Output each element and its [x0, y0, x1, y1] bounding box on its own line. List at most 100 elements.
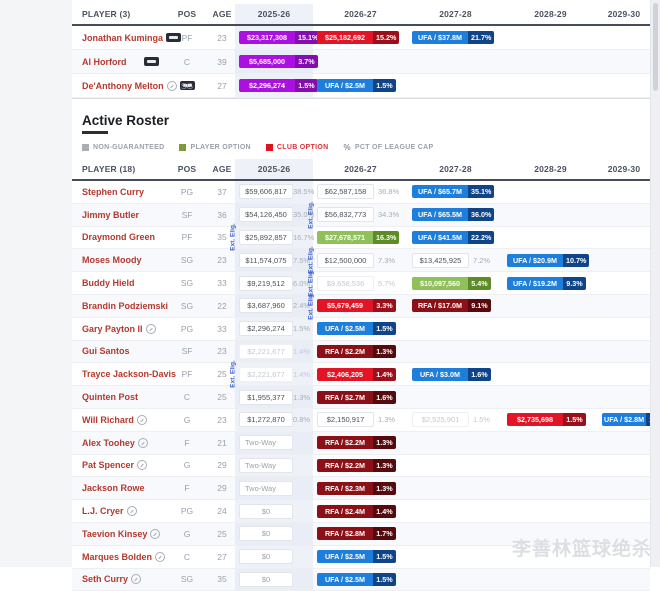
player-pos: G: [183, 460, 191, 471]
player-link[interactable]: Trayce Jackson-Davis: [82, 369, 177, 380]
badge-pct: 9.3%: [563, 276, 586, 290]
player-link[interactable]: Al Horford: [82, 56, 127, 67]
player-note-icon[interactable]: [136, 414, 147, 425]
year-cell: [598, 26, 650, 49]
red-badge: $2,735,698 1.5%: [507, 413, 586, 427]
badge-pct: 1.6%: [468, 367, 491, 381]
column-header-year[interactable]: 2029-30: [607, 164, 641, 174]
player-link[interactable]: Buddy Hield: [82, 278, 135, 289]
badge-pct: 15.2%: [373, 31, 400, 44]
player-link[interactable]: Brandin Podziemski: [82, 300, 169, 311]
column-header-pos[interactable]: POS: [177, 9, 197, 19]
year-cell: [598, 569, 650, 591]
player-link[interactable]: Stephen Curry: [82, 186, 145, 197]
player-row: Will Richard G 23 $1,272,870 0.8% $2,150,9…: [72, 408, 660, 432]
column-header-pos[interactable]: POS: [177, 164, 197, 174]
column-header-year[interactable]: 2025-26: [235, 159, 313, 179]
column-header-player[interactable]: PLAYER (3): [82, 9, 131, 19]
year-cell: [503, 500, 598, 522]
player-row: Buddy Hield SG 33 $9,219,512 6.0% Ext. Eli…: [72, 269, 650, 297]
column-header-year[interactable]: 2028-29: [534, 164, 567, 174]
extension-eligible-label: Ext. Elig.: [229, 223, 237, 252]
badge-pct: 9.1%: [468, 299, 491, 313]
year-cell: $27,678,571 16.3%: [313, 227, 408, 249]
rfa-badge: RFA / $2.2M 1.3%: [317, 436, 396, 450]
player-pos: PF: [181, 369, 193, 380]
badge-pct: 10.7%: [563, 253, 590, 267]
year-cell: RFA / $2.2M 1.3%: [313, 341, 408, 363]
player-note-icon[interactable]: [166, 80, 177, 91]
scrollbar-thumb[interactable]: [653, 3, 658, 91]
salary-value: $56,832,773: [317, 207, 374, 223]
player-name-cell: Draymond Green: [72, 227, 165, 249]
column-header-year[interactable]: 2025-26: [235, 4, 313, 24]
column-header-year[interactable]: 2027-28: [439, 9, 472, 19]
column-header-player[interactable]: PLAYER (18): [82, 164, 136, 174]
legend-label: CLUB OPTION: [276, 144, 329, 151]
column-header-year[interactable]: 2026-27: [344, 9, 377, 19]
cap-pct: 38.5%: [293, 187, 315, 197]
legend-label: PLAYER OPTION: [190, 144, 251, 151]
player-link[interactable]: Jonathan Kuminga: [82, 32, 164, 43]
badge-value: RFA / $2.2M: [317, 344, 373, 358]
player-link[interactable]: Jimmy Butler: [82, 209, 140, 220]
year-cell: [598, 181, 650, 203]
year-cell: $5,685,000 3.7%: [235, 50, 318, 73]
player-link[interactable]: Draymond Green: [82, 232, 156, 243]
scrollbar-track[interactable]: [650, 0, 660, 567]
player-note-icon[interactable]: [137, 437, 148, 448]
zero-salary-value: $0: [239, 526, 293, 542]
player-link[interactable]: De'Anthony Melton: [82, 80, 164, 91]
column-header-age[interactable]: AGE: [212, 9, 232, 19]
year-cell: $0: [235, 568, 313, 591]
player-link[interactable]: Alex Toohey: [82, 437, 135, 448]
player-note-icon[interactable]: [131, 574, 142, 585]
year-cell: $59,606,817 38.5%: [235, 181, 315, 203]
player-pos: PG: [180, 323, 194, 334]
legend: NON-GUARANTEED PLAYER OPTION CLUB OPTION% P…: [82, 143, 650, 152]
year-cell: [408, 318, 503, 340]
salary-value: $2,525,901: [412, 412, 469, 428]
year-cell: [598, 477, 650, 499]
player-link[interactable]: Seth Curry: [82, 574, 129, 585]
year-cell: $2,150,917 1.3%: [313, 409, 408, 431]
column-header-year[interactable]: 2029-30: [607, 9, 641, 19]
badge-value: RFA / $2.8M: [317, 527, 373, 541]
badge-value: RFA / $2.3M: [317, 481, 373, 495]
column-header-year[interactable]: 2028-29: [534, 9, 567, 19]
player-link[interactable]: Taevion Kinsey: [82, 528, 148, 539]
player-link[interactable]: Moses Moody: [82, 255, 142, 266]
year-cell: $25,182,692 15.2%: [313, 26, 408, 49]
year-cell: RFA / $2.2M 1.3%: [313, 432, 408, 454]
badge-value: RFA / $2.2M: [317, 436, 373, 450]
badge-pct: 21.7%: [468, 31, 495, 44]
year-cell: [503, 455, 598, 477]
player-link[interactable]: Quinten Post: [82, 392, 138, 403]
year-cell: [598, 500, 650, 522]
column-header-year[interactable]: 2026-27: [344, 164, 377, 174]
column-header-age[interactable]: AGE: [212, 164, 232, 174]
player-note-icon[interactable]: [155, 551, 166, 562]
player-link[interactable]: Jackson Rowe: [82, 483, 145, 494]
player-link[interactable]: Gary Payton II: [82, 323, 143, 334]
player-note-icon[interactable]: [150, 528, 161, 539]
zero-salary-value: $0: [239, 503, 293, 519]
ufa-badge: UFA / $2.5M 1.5%: [317, 550, 396, 564]
player-link[interactable]: Marques Bolden: [82, 551, 153, 562]
year-cell: [408, 500, 503, 522]
player-link[interactable]: Gui Santos: [82, 346, 130, 357]
column-header-year[interactable]: 2027-28: [439, 164, 472, 174]
player-note-icon[interactable]: [145, 323, 156, 334]
ufa-badge: UFA / $19.2M 9.3%: [507, 276, 586, 290]
player-name-cell: Jackson Rowe: [72, 477, 165, 499]
player-link[interactable]: Will Richard: [82, 414, 134, 425]
player-note-icon[interactable]: [137, 460, 148, 471]
player-note-icon[interactable]: [126, 506, 137, 517]
player-age: 25: [217, 392, 227, 403]
year-cell: [503, 295, 598, 317]
legend-label: PCT OF LEAGUE CAP: [354, 144, 434, 151]
player-age: 35: [217, 232, 227, 243]
player-link[interactable]: Pat Spencer: [82, 460, 135, 471]
player-link[interactable]: L.J. Cryer: [82, 506, 124, 517]
year-cell: $54,126,450 35.0%: [235, 203, 314, 226]
